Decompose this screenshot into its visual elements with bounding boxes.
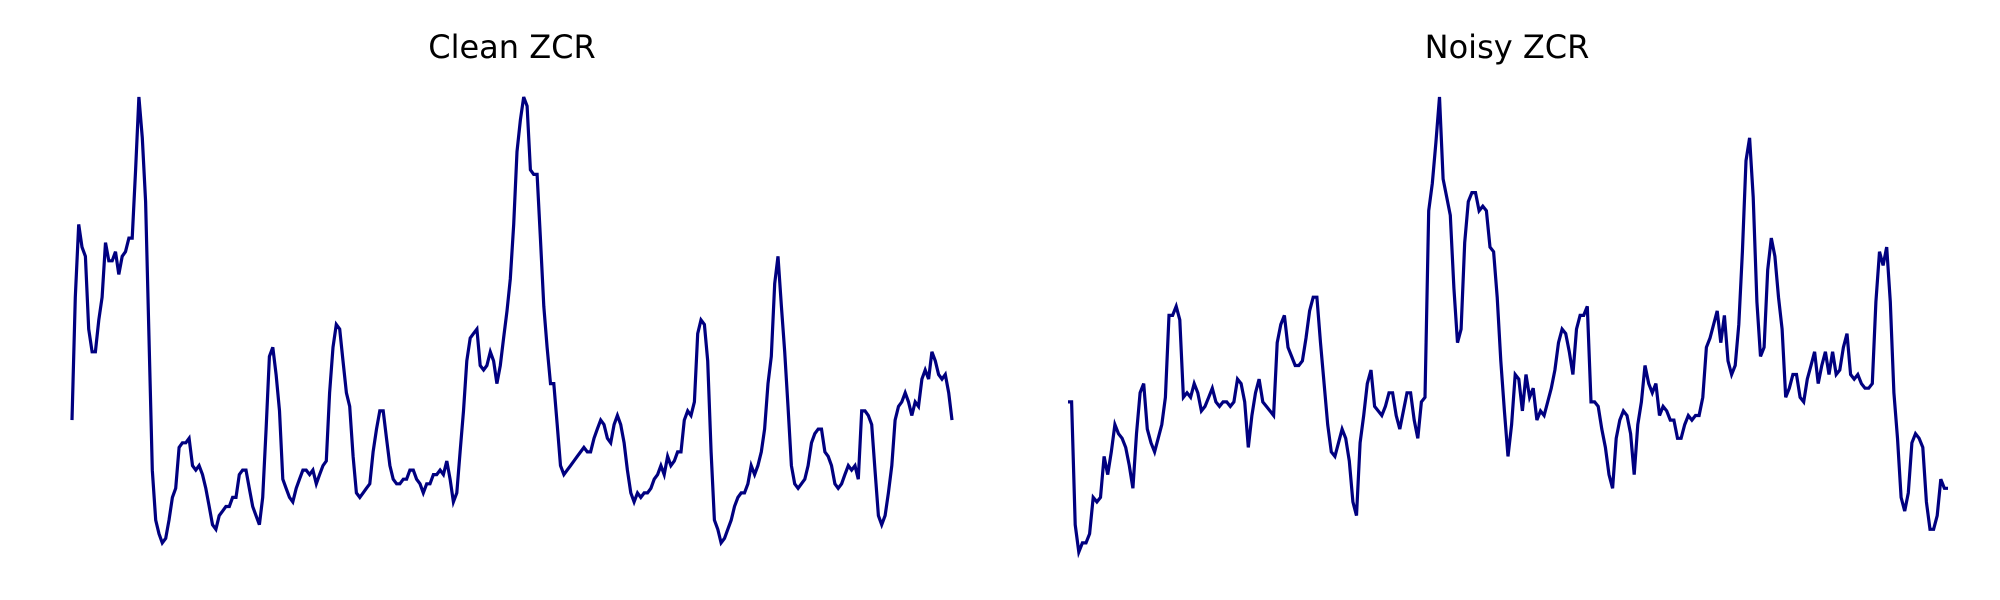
chart-title-noisy: Noisy ZCR bbox=[1425, 28, 1590, 66]
clean-zcr-line bbox=[70, 96, 954, 547]
panel-clean: Clean ZCR bbox=[70, 28, 954, 547]
noisy-zcr-line bbox=[1068, 96, 1948, 559]
panel-noisy: Noisy ZCR bbox=[1068, 28, 1948, 559]
chart-title-clean: Clean ZCR bbox=[428, 28, 595, 66]
